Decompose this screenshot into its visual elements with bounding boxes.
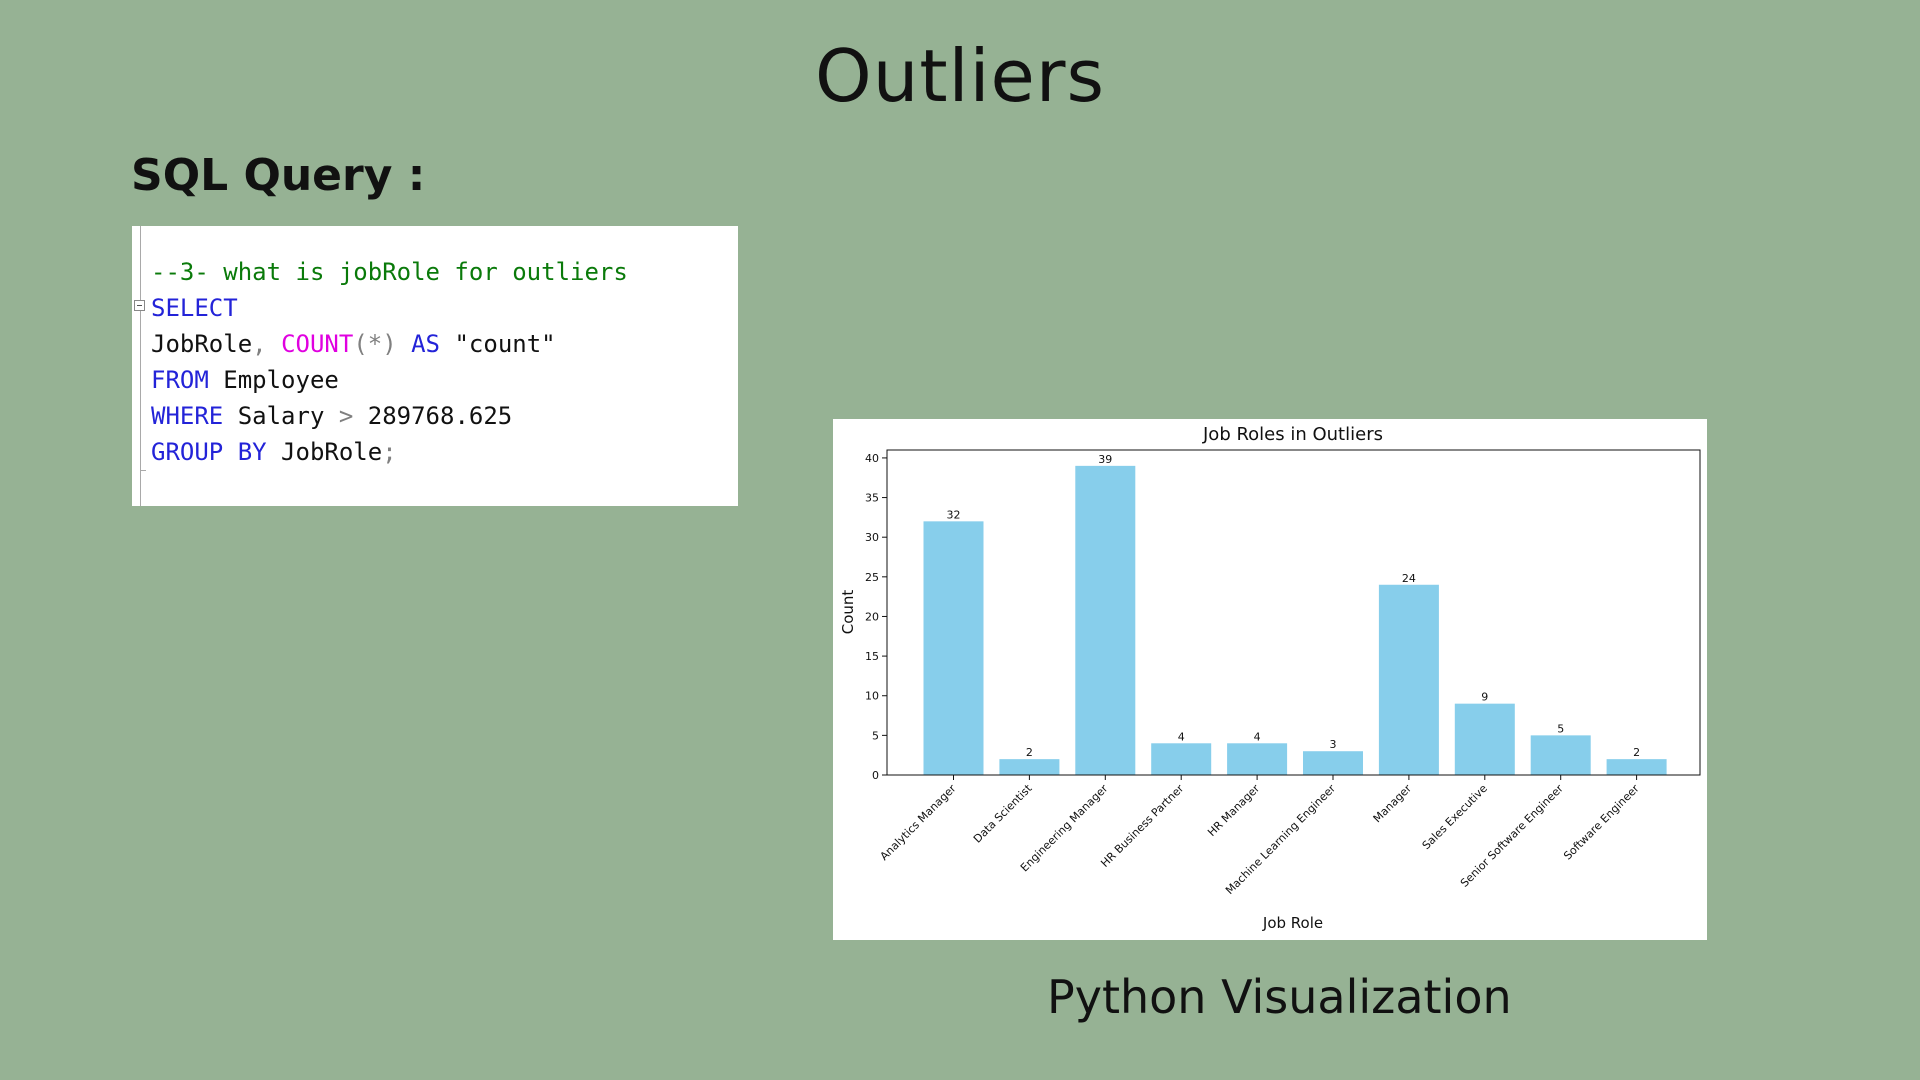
code-token: JobRole — [151, 330, 253, 358]
x-tick-label: Software Engineer — [1561, 782, 1642, 863]
code-token: Employee — [208, 366, 339, 394]
data-label: 9 — [1481, 691, 1488, 704]
y-tick-label: 0 — [872, 769, 879, 782]
code-token: --3- what is jobRole for outliers — [151, 258, 628, 286]
code-token: GROUP BY — [151, 438, 267, 466]
plot-frame — [886, 449, 1701, 776]
code-token: (*) — [353, 330, 412, 358]
code-token: JobRole — [266, 438, 383, 466]
code-line: JobRole, COUNT(*) AS "count" — [151, 326, 628, 362]
code-token: SELECT — [151, 294, 238, 322]
y-tick-label: 20 — [865, 610, 879, 623]
slide-title: Outliers — [815, 34, 1105, 118]
bar — [1151, 743, 1212, 775]
bar — [1227, 743, 1288, 775]
job-roles-chart: Job Roles in Outliers Job Role Count 32 A… — [833, 419, 1707, 940]
sql-code-screenshot: --3- what is jobRole for outliers SELECT J… — [132, 226, 738, 506]
code-token: Salary — [223, 402, 339, 430]
code-token: AS — [411, 330, 441, 358]
code-line: WHERE Salary > 289768.625 — [151, 398, 628, 434]
data-label: 24 — [1402, 572, 1416, 585]
y-tick-label: 35 — [865, 492, 879, 505]
sql-query-heading: SQL Query : — [131, 150, 426, 201]
bar — [923, 521, 984, 775]
data-label: 2 — [1633, 746, 1640, 759]
data-label: 39 — [1098, 453, 1112, 466]
code-token: COUNT — [281, 330, 354, 358]
code-line: GROUP BY JobRole; — [151, 434, 628, 470]
code-token: > — [338, 402, 354, 430]
y-axis-label: Count — [839, 590, 857, 635]
y-tick-label: 10 — [865, 690, 879, 703]
x-axis-label: Job Role — [1262, 914, 1323, 932]
bar — [1303, 751, 1363, 775]
code-gutter — [140, 226, 141, 506]
y-tick-label: 25 — [865, 571, 879, 584]
y-tick-label: 15 — [865, 650, 879, 663]
x-tick-label: HR Manager — [1205, 782, 1262, 839]
x-tick-label: Engineering Manager — [1018, 782, 1111, 875]
x-tick-label: Sales Executive — [1420, 782, 1490, 852]
fold-end-marker — [140, 470, 146, 471]
bar-chart-svg: Job Roles in Outliers Job Role Count 32A… — [839, 424, 1701, 932]
sql-code: --3- what is jobRole for outliers SELECT J… — [151, 254, 628, 470]
code-token: , — [252, 330, 282, 358]
data-label: 32 — [947, 508, 961, 521]
bar — [1378, 584, 1439, 775]
bar — [1606, 759, 1667, 775]
bar — [1075, 465, 1136, 775]
data-label: 2 — [1026, 746, 1033, 759]
code-line: SELECT — [151, 290, 628, 326]
code-token: "count" — [440, 330, 556, 358]
code-token: FROM — [151, 366, 209, 394]
y-tick-label: 40 — [865, 452, 879, 465]
data-label: 3 — [1330, 738, 1337, 751]
bar — [999, 759, 1060, 775]
data-label: 5 — [1557, 722, 1564, 735]
x-tick-label: Manager — [1371, 782, 1415, 826]
code-line: FROM Employee — [151, 362, 628, 398]
bar — [1530, 735, 1591, 775]
x-tick-label: HR Business Partner — [1098, 782, 1186, 870]
code-token: 289768.625 — [353, 402, 513, 430]
y-tick-label: 5 — [872, 729, 879, 742]
python-visualization-caption: Python Visualization — [1047, 970, 1512, 1024]
collapse-icon — [134, 300, 145, 311]
code-line: --3- what is jobRole for outliers — [151, 254, 628, 290]
bar — [1454, 703, 1515, 775]
x-tick-label: Analytics Manager — [878, 782, 959, 863]
y-tick-label: 30 — [865, 531, 879, 544]
data-label: 4 — [1254, 730, 1261, 743]
x-tick-label: Data Scientist — [971, 781, 1035, 845]
code-token: WHERE — [151, 402, 224, 430]
data-label: 4 — [1178, 730, 1185, 743]
chart-title: Job Roles in Outliers — [1202, 424, 1383, 445]
code-token: ; — [382, 438, 397, 466]
